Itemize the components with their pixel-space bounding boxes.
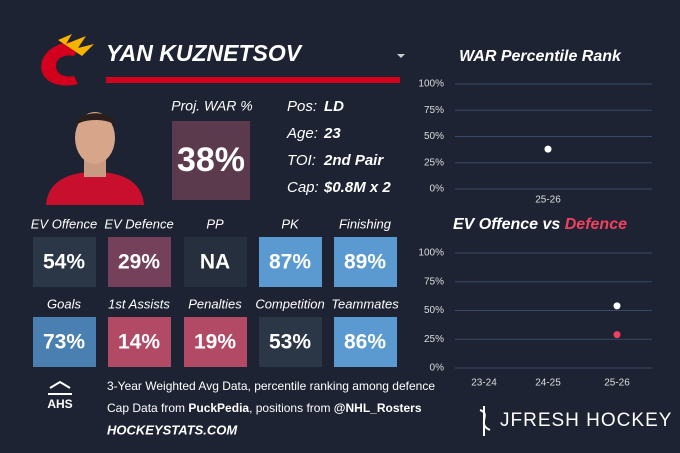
tile-label: 1st Assists bbox=[108, 296, 170, 311]
text: , positions from bbox=[249, 401, 334, 415]
tile-label: EV Offence bbox=[31, 216, 97, 231]
footer-line: 3-Year Weighted Avg Data, percentile ran… bbox=[107, 379, 435, 393]
tile-label: EV Defence bbox=[104, 216, 173, 231]
info-label: Cap: bbox=[287, 179, 319, 196]
text: @NHL_Rosters bbox=[334, 401, 422, 415]
logo-text: AHS bbox=[47, 397, 72, 411]
player-name: YAN KUZNETSOV bbox=[106, 40, 303, 66]
y-tick-label: 75% bbox=[424, 105, 444, 116]
chart-title: WAR Percentile Rank bbox=[459, 48, 622, 65]
tile-value: 73% bbox=[43, 331, 85, 354]
y-tick-label: 25% bbox=[424, 334, 444, 345]
tile-value: 54% bbox=[43, 251, 85, 274]
point bbox=[613, 302, 621, 310]
tile-label: PK bbox=[281, 216, 300, 231]
tile-label: Competition bbox=[255, 296, 324, 311]
y-tick-label: 75% bbox=[424, 276, 444, 287]
tile bbox=[259, 237, 322, 287]
y-tick-label: 100% bbox=[418, 248, 444, 259]
tile-label: Teammates bbox=[331, 296, 399, 311]
tile bbox=[184, 317, 247, 367]
tile-value: 19% bbox=[194, 331, 236, 354]
tiles: EV Offence 54% EV Defence 29% PP NA PK 87% Finis… bbox=[31, 216, 399, 367]
tile-value: NA bbox=[200, 251, 230, 274]
y-tick-label: 25% bbox=[424, 157, 444, 168]
point bbox=[544, 145, 552, 153]
footer-line: Cap Data from PuckPedia, positions from … bbox=[107, 401, 422, 415]
text: Cap Data from bbox=[107, 401, 188, 415]
proj-war-value: 38% bbox=[177, 141, 245, 179]
tile bbox=[108, 237, 171, 287]
tile-value: 87% bbox=[269, 251, 311, 274]
info-label: Pos: bbox=[287, 98, 317, 115]
title-highlight: Defence bbox=[565, 216, 627, 233]
info-label: TOI: bbox=[287, 152, 316, 169]
team-logo bbox=[41, 34, 94, 86]
tile bbox=[108, 317, 171, 367]
tile-value: 53% bbox=[269, 331, 311, 354]
x-tick-label: 24-25 bbox=[535, 378, 561, 389]
x-tick-label: 25-26 bbox=[535, 195, 561, 206]
charts: WAR Percentile Rank 0% 25% 50% 75% 100% 25-26 E… bbox=[418, 48, 652, 389]
tile-label: PP bbox=[206, 216, 224, 231]
brand: JFRESH HOCKEY bbox=[500, 410, 672, 431]
brand-icon bbox=[479, 406, 491, 436]
tile bbox=[259, 317, 322, 367]
info-value: 23 bbox=[323, 125, 341, 142]
text: PuckPedia bbox=[188, 401, 249, 415]
info-value: $0.8M x 2 bbox=[323, 179, 391, 196]
tile-label: Penalties bbox=[188, 296, 242, 311]
tile-value: 89% bbox=[344, 251, 386, 274]
tile-value: 86% bbox=[344, 331, 386, 354]
tile bbox=[33, 317, 96, 367]
tile bbox=[33, 237, 96, 287]
site: HOCKEYSTATS.COM bbox=[107, 422, 238, 437]
y-tick-label: 0% bbox=[430, 184, 445, 195]
tile-label: Finishing bbox=[339, 216, 392, 231]
tile bbox=[184, 237, 247, 287]
tile-value: 29% bbox=[118, 251, 160, 274]
name-underline bbox=[106, 77, 400, 83]
y-tick-label: 100% bbox=[418, 79, 444, 90]
info-value: 2nd Pair bbox=[323, 152, 384, 169]
info-label: Age: bbox=[286, 125, 318, 142]
title-text: EV Offence vs bbox=[453, 216, 560, 233]
tile-value: 14% bbox=[118, 331, 160, 354]
ahs-logo: AHS bbox=[47, 380, 73, 411]
point bbox=[613, 331, 621, 339]
player-photo bbox=[46, 112, 144, 205]
tile bbox=[334, 317, 397, 367]
y-tick-label: 50% bbox=[424, 131, 444, 142]
proj-war-box bbox=[172, 121, 250, 200]
x-tick-label: 25-26 bbox=[604, 378, 630, 389]
x-tick-label: 23-24 bbox=[471, 378, 497, 389]
info-value: LD bbox=[324, 98, 344, 115]
tile bbox=[334, 237, 397, 287]
chart-title: EV Offence vs Defence bbox=[453, 216, 627, 233]
y-tick-label: 50% bbox=[424, 305, 444, 316]
proj-war-label: Proj. WAR % bbox=[171, 98, 252, 114]
tile-label: Goals bbox=[47, 296, 81, 311]
dropdown-caret[interactable] bbox=[397, 54, 405, 58]
y-tick-label: 0% bbox=[430, 363, 445, 374]
title-text: WAR Percentile Rank bbox=[459, 48, 622, 65]
